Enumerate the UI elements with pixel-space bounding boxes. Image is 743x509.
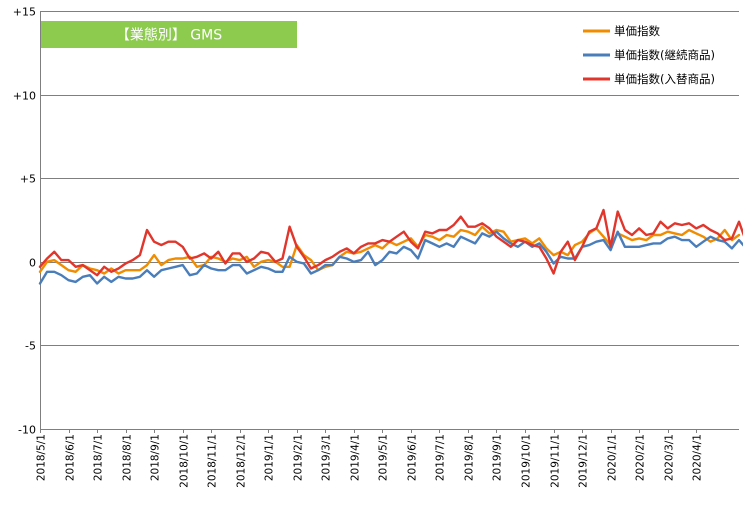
x-tick-label: 2019/10/1	[521, 434, 533, 488]
y-tick-label: 0	[29, 257, 36, 270]
x-tick-label: 2018/7/1	[93, 434, 105, 481]
x-tick-label: 2019/9/1	[492, 434, 504, 481]
y-tick-label: +5	[20, 173, 36, 186]
x-tick-label: 2018/6/1	[65, 434, 77, 481]
x-tick-label: 2019/7/1	[435, 434, 447, 481]
axes	[40, 11, 697, 433]
legend-label: 単価指数	[614, 24, 660, 38]
chart-title: 【業態別】 GMS	[116, 28, 222, 44]
legend-label: 単価指数(入替商品)	[614, 72, 715, 86]
x-tick-label: 2018/9/1	[150, 434, 162, 481]
y-tick-label: +10	[13, 90, 36, 103]
x-tick-label: 2019/6/1	[407, 434, 419, 481]
x-tick-label: 2019/1/1	[264, 434, 276, 481]
x-tick-label: 2018/10/1	[179, 434, 191, 488]
x-tick-label: 2019/8/1	[464, 434, 476, 481]
y-tick-label: +15	[13, 6, 36, 19]
legend-entry: 単価指数(入替商品)	[583, 72, 715, 86]
x-tick-label: 2018/8/1	[122, 434, 134, 481]
x-tick-label: 2019/2/1	[293, 434, 305, 481]
x-tick-label: 2020/1/1	[607, 434, 619, 481]
x-tick-label: 2019/3/1	[321, 434, 333, 481]
x-axis-tick-labels: 2018/5/1 2018/6/1 2018/7/1 2018/8/1 2018/9/1…	[36, 434, 704, 488]
x-tick-label: 2020/4/1	[692, 434, 704, 481]
x-tick-label: 2020/3/1	[664, 434, 676, 481]
legend-label: 単価指数(継続商品)	[614, 48, 715, 62]
legend-entry: 単価指数	[583, 24, 660, 38]
x-tick-label: 2018/5/1	[36, 434, 48, 481]
legend-entry: 単価指数(継続商品)	[583, 48, 715, 62]
x-tick-label: 2019/11/1	[550, 434, 562, 488]
series-line-3	[38, 208, 743, 277]
y-axis-tick-labels: +15 +10 +5 0 -5 -10	[13, 6, 36, 437]
y-tick-label: -10	[18, 424, 36, 437]
x-tick-label: 2018/12/1	[236, 434, 248, 488]
x-tick-label: 2019/4/1	[350, 434, 362, 481]
series-line-2	[38, 230, 743, 285]
gridlines	[40, 11, 739, 430]
x-tick-label: 2020/2/1	[635, 434, 647, 481]
x-tick-label: 2019/5/1	[378, 434, 390, 481]
x-tick-label: 2019/12/1	[578, 434, 590, 488]
series-lines	[38, 208, 743, 285]
title-background	[41, 21, 297, 48]
chart-title-box: 【業態別】 GMS	[41, 21, 297, 48]
y-tick-label: -5	[25, 340, 36, 353]
x-tick-label: 2018/11/1	[207, 434, 219, 488]
